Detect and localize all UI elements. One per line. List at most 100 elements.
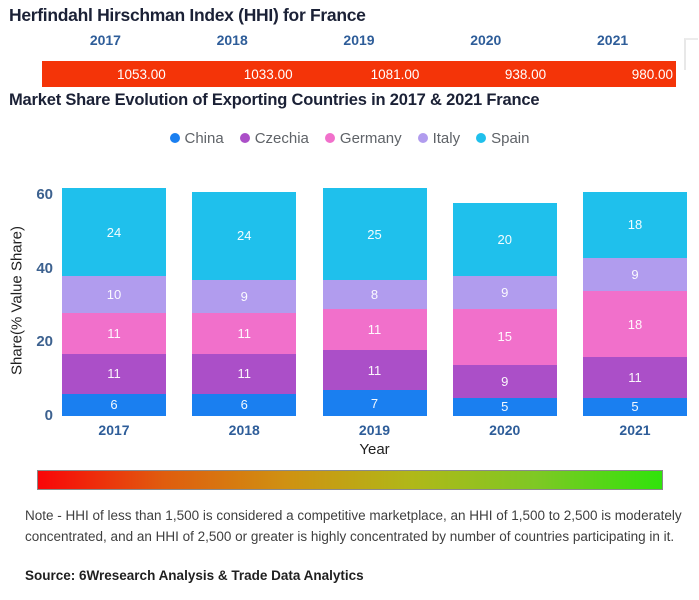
segment-value-label: 7 bbox=[370, 395, 379, 411]
segment-spain-2017[interactable]: 24 bbox=[62, 188, 166, 277]
hhi-value-band: 1053.00 1033.00 1081.00 938.00 980.00 bbox=[42, 61, 676, 87]
segment-italy-2021[interactable]: 9 bbox=[583, 257, 687, 291]
legend-dot-icon bbox=[417, 133, 428, 143]
hhi-year-2019: 2019 bbox=[343, 32, 375, 48]
x-tick-2019: 2019 bbox=[358, 422, 391, 438]
legend-item-germany[interactable]: Germany bbox=[324, 129, 402, 147]
legend-item-czechia[interactable]: Czechia bbox=[239, 129, 309, 147]
legend-dot-icon bbox=[324, 133, 335, 143]
segment-value-label: 11 bbox=[367, 322, 382, 338]
segment-italy-2019[interactable]: 8 bbox=[322, 279, 427, 310]
segment-italy-2017[interactable]: 10 bbox=[62, 276, 166, 314]
segment-germany-2020[interactable]: 15 bbox=[452, 309, 557, 365]
chart-legend: China Czechia Germany Italy Spain bbox=[0, 127, 699, 149]
legend-label: Germany bbox=[339, 129, 402, 147]
segment-value-label: 10 bbox=[106, 287, 122, 303]
segment-germany-2021[interactable]: 18 bbox=[583, 291, 687, 358]
segment-value-label: 9 bbox=[631, 266, 639, 282]
segment-spain-2019[interactable]: 25 bbox=[322, 188, 427, 280]
legend-label: China bbox=[184, 129, 224, 147]
segment-czechia-2019[interactable]: 11 bbox=[322, 349, 427, 391]
segment-value-label: 5 bbox=[501, 399, 509, 415]
segment-value-label: 9 bbox=[501, 285, 509, 301]
segment-spain-2018[interactable]: 24 bbox=[192, 191, 297, 280]
x-tick-2018: 2018 bbox=[228, 422, 260, 438]
hhi-color-scale bbox=[37, 470, 663, 490]
legend-item-italy[interactable]: Italy bbox=[417, 129, 461, 147]
y-tick-40: 40 bbox=[36, 259, 53, 277]
stacked-bar-2017: 6 11 11 10 24 bbox=[62, 188, 166, 416]
segment-value-label: 11 bbox=[237, 325, 252, 341]
chart-title: Market Share Evolution of Exporting Coun… bbox=[9, 91, 540, 109]
page-title: Herfindahl Hirschman Index (HHI) for Fra… bbox=[9, 5, 366, 25]
segment-value-label: 9 bbox=[240, 289, 248, 305]
segment-china-2019[interactable]: 7 bbox=[322, 390, 427, 416]
segment-germany-2018[interactable]: 11 bbox=[192, 313, 297, 354]
stacked-bar-2018: 6 11 11 9 24 bbox=[192, 191, 297, 416]
segment-china-2021[interactable]: 5 bbox=[583, 397, 687, 416]
x-tick-2021: 2021 bbox=[619, 422, 651, 438]
segment-value-label: 20 bbox=[497, 232, 512, 247]
legend-label: Italy bbox=[432, 129, 461, 147]
y-tick-20: 20 bbox=[36, 333, 53, 351]
truncated-edge-icon bbox=[684, 38, 698, 70]
hhi-year-2020: 2020 bbox=[470, 32, 502, 48]
segment-czechia-2021[interactable]: 11 bbox=[583, 357, 687, 398]
hhi-value-2021: 980.00 bbox=[631, 66, 673, 82]
segment-italy-2020[interactable]: 9 bbox=[452, 276, 557, 310]
segment-czechia-2020[interactable]: 9 bbox=[452, 364, 557, 398]
stacked-bar-2020: 5 9 15 9 20 bbox=[452, 202, 557, 416]
segment-italy-2018[interactable]: 9 bbox=[192, 279, 297, 314]
segment-spain-2021[interactable]: 18 bbox=[583, 191, 687, 258]
segment-china-2017[interactable]: 6 bbox=[62, 393, 166, 416]
legend-dot-icon bbox=[169, 133, 180, 143]
hhi-value-2019: 1081.00 bbox=[370, 66, 420, 82]
segment-value-label: 6 bbox=[110, 397, 118, 413]
segment-value-label: 18 bbox=[627, 217, 643, 233]
legend-label: Spain bbox=[491, 129, 530, 147]
segment-value-label: 9 bbox=[501, 373, 509, 389]
segment-spain-2020[interactable]: 20 bbox=[452, 202, 557, 277]
segment-value-label: 6 bbox=[240, 397, 248, 413]
stacked-bar-2019: 7 11 11 8 25 bbox=[322, 188, 427, 416]
hhi-year-2021: 2021 bbox=[597, 32, 629, 48]
segment-czechia-2017[interactable]: 11 bbox=[62, 353, 166, 394]
hhi-value-2018: 1033.00 bbox=[243, 66, 293, 82]
x-axis-ticks: 2017 2018 2019 2020 2021 bbox=[62, 422, 687, 438]
stacked-bar-plot: 6 11 11 10 24 6 11 11 9 24 7 11 11 8 25 5 9 15 9 20 5 11 18 9 18 bbox=[62, 188, 687, 416]
hhi-year-2018: 2018 bbox=[216, 32, 248, 48]
y-tick-60: 60 bbox=[36, 186, 53, 204]
hhi-year-header-row: 2017 2018 2019 2020 2021 bbox=[42, 32, 676, 54]
segment-value-label: 5 bbox=[631, 399, 639, 415]
segment-value-label: 11 bbox=[628, 369, 642, 385]
segment-value-label: 8 bbox=[370, 287, 379, 303]
stacked-bar-2021: 5 11 18 9 18 bbox=[583, 191, 687, 416]
segment-value-label: 25 bbox=[367, 226, 382, 242]
hhi-value-2017: 1053.00 bbox=[116, 66, 166, 82]
segment-germany-2017[interactable]: 11 bbox=[62, 313, 166, 354]
source-text: Source: 6Wresearch Analysis & Trade Data… bbox=[25, 568, 364, 583]
legend-item-china[interactable]: China bbox=[169, 129, 224, 147]
segment-germany-2019[interactable]: 11 bbox=[322, 309, 427, 350]
x-tick-2017: 2017 bbox=[98, 422, 130, 438]
hhi-year-2017: 2017 bbox=[89, 32, 121, 48]
segment-czechia-2018[interactable]: 11 bbox=[192, 353, 297, 394]
x-axis-label: Year bbox=[359, 441, 390, 458]
segment-value-label: 15 bbox=[497, 329, 512, 345]
hhi-value-2020: 938.00 bbox=[504, 66, 547, 82]
segment-china-2018[interactable]: 6 bbox=[192, 393, 297, 416]
segment-china-2020[interactable]: 5 bbox=[452, 397, 557, 416]
legend-dot-icon bbox=[476, 133, 487, 143]
segment-value-label: 11 bbox=[107, 366, 121, 382]
legend-label: Czechia bbox=[254, 129, 309, 147]
y-axis-label: Share(% Value Share) bbox=[8, 226, 26, 376]
y-tick-0: 0 bbox=[44, 407, 53, 424]
segment-value-label: 24 bbox=[237, 228, 252, 244]
legend-dot-icon bbox=[239, 133, 250, 143]
segment-value-label: 11 bbox=[367, 362, 382, 378]
legend-item-spain[interactable]: Spain bbox=[476, 130, 529, 147]
segment-value-label: 11 bbox=[237, 366, 252, 382]
note-text: Note - HHI of less than 1,500 is conside… bbox=[25, 508, 682, 544]
segment-value-label: 18 bbox=[627, 316, 643, 332]
